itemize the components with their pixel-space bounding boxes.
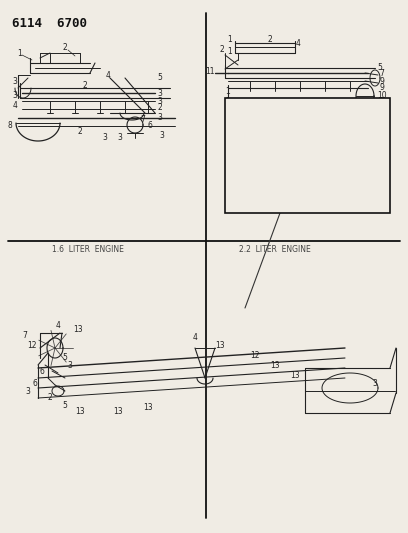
Text: 2: 2 (263, 99, 267, 108)
Text: 13: 13 (215, 341, 225, 350)
Text: 2: 2 (62, 44, 67, 52)
Text: 2: 2 (220, 45, 224, 54)
Text: 2: 2 (78, 126, 82, 135)
Text: 4: 4 (193, 333, 197, 342)
Text: 5: 5 (379, 96, 384, 106)
Text: 6114  6700: 6114 6700 (12, 17, 87, 30)
Text: 10: 10 (377, 91, 387, 100)
Text: 13: 13 (75, 407, 85, 416)
Text: 2: 2 (83, 82, 87, 91)
Text: 3: 3 (337, 190, 342, 199)
Text: 3: 3 (118, 133, 122, 141)
Text: 11: 11 (205, 67, 215, 76)
Text: 9: 9 (379, 77, 384, 85)
Text: 5: 5 (62, 353, 67, 362)
Text: 7: 7 (379, 69, 384, 78)
Text: 3: 3 (263, 189, 267, 198)
Text: 3: 3 (157, 112, 162, 122)
Text: 12: 12 (27, 341, 37, 350)
Text: 1: 1 (228, 46, 233, 55)
Text: 12: 12 (250, 351, 260, 359)
Text: 3: 3 (13, 92, 18, 101)
Text: 9: 9 (379, 84, 384, 93)
Text: 3: 3 (13, 77, 18, 85)
Text: 13: 13 (143, 402, 153, 411)
Text: 3: 3 (157, 96, 162, 106)
Text: 7: 7 (22, 330, 27, 340)
Text: 6: 6 (40, 367, 44, 376)
Text: 5: 5 (377, 62, 382, 71)
Text: 2: 2 (157, 103, 162, 112)
Text: 1.6  LITER  ENGINE: 1.6 LITER ENGINE (52, 245, 124, 254)
Text: 4: 4 (106, 70, 111, 79)
Text: 6: 6 (33, 378, 38, 387)
Text: 8: 8 (8, 120, 12, 130)
Text: 13: 13 (290, 370, 300, 379)
Text: 7: 7 (141, 115, 145, 124)
Text: 3: 3 (373, 378, 377, 387)
Text: 4: 4 (13, 101, 18, 109)
Text: 5: 5 (157, 74, 162, 83)
Text: 3: 3 (157, 88, 162, 98)
Text: 13: 13 (270, 360, 280, 369)
Text: 6: 6 (308, 109, 313, 117)
Text: 3: 3 (68, 360, 73, 369)
Text: 2: 2 (295, 197, 299, 206)
Text: 3: 3 (160, 131, 164, 140)
Text: 3: 3 (102, 133, 107, 141)
Text: 2: 2 (48, 392, 52, 401)
Text: 13: 13 (113, 407, 123, 416)
Text: 6: 6 (330, 154, 335, 163)
Text: 1: 1 (228, 35, 233, 44)
Text: 2.2  LITER  ENGINE: 2.2 LITER ENGINE (239, 245, 311, 254)
Text: 13: 13 (73, 326, 83, 335)
Bar (225, 98, 390, 213)
Text: 1: 1 (226, 86, 231, 95)
Text: 1: 1 (226, 96, 231, 106)
Text: 5: 5 (62, 400, 67, 409)
Text: 4: 4 (55, 320, 60, 329)
Text: 7: 7 (335, 136, 339, 146)
Text: 2: 2 (268, 35, 273, 44)
Text: 4: 4 (295, 38, 300, 47)
Text: 3: 3 (26, 386, 31, 395)
Text: 1: 1 (18, 49, 22, 58)
Text: 6: 6 (148, 120, 153, 130)
